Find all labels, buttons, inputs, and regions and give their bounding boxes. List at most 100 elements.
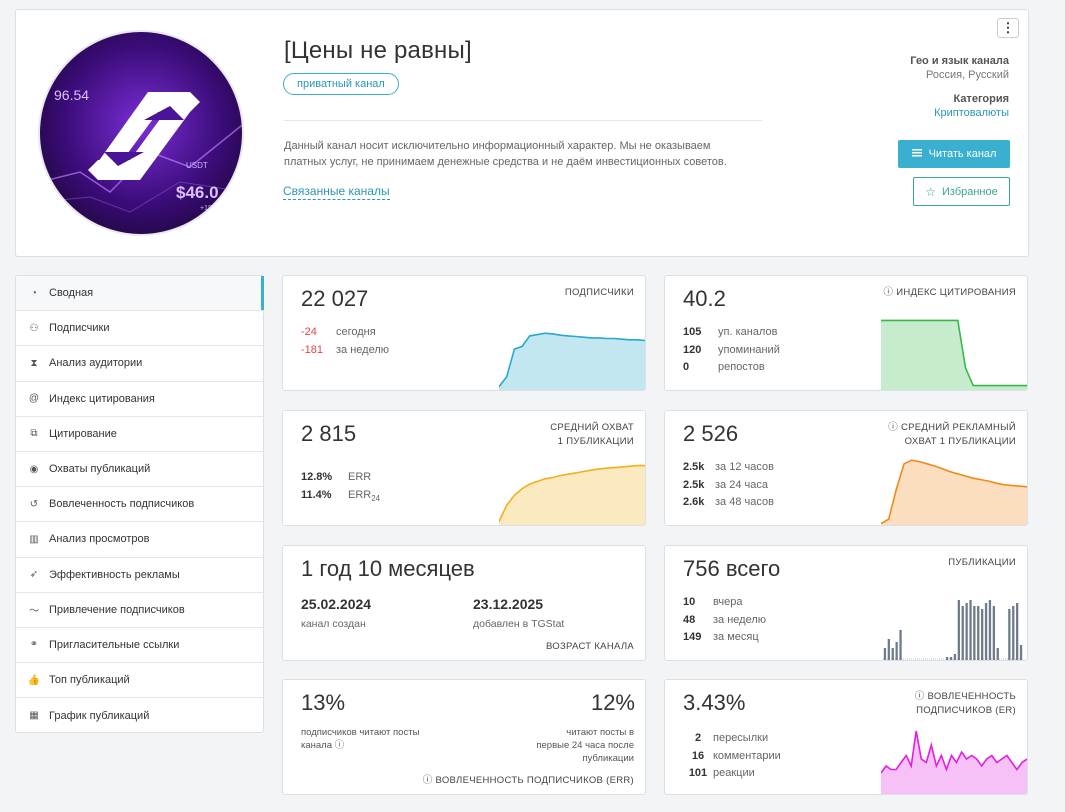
list-icon — [911, 148, 922, 160]
publication-bar — [887, 639, 890, 660]
citation-rows: 105 уп. каналов 120 упоминаний 0 репостов — [683, 324, 780, 377]
sparkline-area — [499, 465, 645, 525]
sidebar-item[interactable]: ▦ График публикаций — [16, 698, 263, 733]
users-icon: ⚇ — [29, 322, 39, 334]
avg-reach-sparkline — [499, 464, 645, 525]
publication-bar — [899, 630, 902, 660]
row-value: 2.6k — [683, 496, 705, 508]
more-options-button[interactable]: ⋮ — [997, 18, 1019, 38]
err-card[interactable]: 13% 12% подписчиков читают посты канала … — [282, 679, 646, 795]
publication-bar — [969, 600, 972, 660]
sidebar-item[interactable]: ↺ Вовлеченность подписчиков — [16, 487, 263, 523]
publication-bar — [1019, 645, 1023, 660]
publication-bar — [946, 657, 949, 660]
publication-bar — [973, 606, 976, 660]
avatar-text: 96.54 — [54, 87, 89, 103]
sidebar-item[interactable]: ▥ Анализ просмотров — [16, 522, 263, 558]
change-label: за неделю — [336, 343, 390, 356]
subscribers-card[interactable]: 22 027 ПОДПИСЧИКИ -24 сегодня -181 за неде… — [282, 275, 646, 391]
publication-bar — [895, 642, 898, 660]
sidebar-item[interactable]: ⚭ Пригласительные ссылки — [16, 628, 263, 664]
citation-sparkline — [881, 319, 1027, 390]
row-label: реакции — [713, 767, 755, 779]
favorite-button[interactable]: ☆ Избранное — [913, 177, 1010, 206]
channel-title: [Цены не равны] — [284, 37, 472, 64]
read-channel-button[interactable]: Читать канал — [898, 140, 1010, 168]
category-link[interactable]: Криптовалюты — [934, 107, 1009, 119]
er-label: ⓘ ВОВЛЕЧЕННОСТЬ ПОДПИСЧИКОВ (ER) — [915, 690, 1016, 718]
channel-avatar: 96.54 $46.0 USDT +18.6% — [38, 30, 244, 236]
label-line: СРЕДНИЙ РЕКЛАМНЫЙ — [900, 422, 1016, 433]
err-value: 12.8% — [301, 471, 333, 483]
err24-value: 11.4% — [301, 488, 332, 501]
label-line: ПОДПИСЧИКОВ (ER) — [916, 705, 1016, 716]
sidebar-item[interactable]: ➶ Эффективность рекламы — [16, 558, 263, 593]
avatar-text: +18.6% — [200, 205, 224, 212]
err-left-text: подписчиков читают посты канала ⓘ — [301, 726, 431, 752]
ad-reach-value: 2 526 — [683, 421, 739, 446]
row-label: упоминаний — [718, 343, 780, 356]
sidebar-item[interactable]: ⧉ Цитирование — [16, 417, 263, 452]
created-date: 25.02.2024 — [301, 596, 372, 612]
row-value: 0 — [683, 361, 690, 373]
publication-bar — [1016, 603, 1019, 660]
label-line: ВОВЛЕЧЕННОСТЬ — [927, 691, 1016, 702]
citation-label-text: ИНДЕКС ЦИТИРОВАНИЯ — [896, 287, 1016, 298]
added-label: добавлен в TGStat — [473, 618, 565, 630]
avg-reach-label: СРЕДНИЙ ОХВАТ 1 ПУБЛИКАЦИИ — [550, 421, 634, 449]
sidebar-item[interactable]: ⚇ Подписчики — [16, 311, 263, 347]
row-label: за 48 часов — [715, 496, 774, 508]
change-value: -24 — [301, 326, 317, 338]
star-icon: ☆ — [925, 184, 936, 199]
subscribers-label: ПОДПИСЧИКИ — [564, 287, 634, 298]
sidebar-item[interactable]: 〜 Привлечение подписчиков — [16, 593, 263, 628]
hourglass-icon: ⧗ — [30, 357, 38, 369]
avg-reach-card[interactable]: 2 815 СРЕДНИЙ ОХВАТ 1 ПУБЛИКАЦИИ 12.8% ERR… — [282, 410, 646, 526]
sparkline-line — [881, 730, 1027, 774]
sidebar-item-label: Подписчики — [49, 322, 110, 335]
row-label: комментарии — [713, 749, 781, 762]
subscribers-changes: -24 сегодня -181 за неделю — [301, 324, 389, 359]
sidebar-item-label: Анализ просмотров — [49, 533, 150, 546]
err-label-text: ВОВЛЕЧЕННОСТЬ ПОДПИСЧИКОВ (ERR) — [435, 775, 634, 786]
err-right-value: 12% — [590, 690, 635, 715]
sparkline-line — [881, 319, 1027, 387]
sidebar-item[interactable]: @ Индекс цитирования — [16, 382, 263, 417]
sidebar-item-label: Эффективность рекламы — [49, 568, 180, 581]
private-channel-badge: приватный канал — [283, 73, 399, 95]
sidebar-item-label: Сводная — [49, 287, 94, 300]
sparkline-area — [881, 320, 1027, 390]
geo-label: Гео и язык канала — [910, 55, 1009, 67]
row-value: 2.5k — [683, 478, 705, 491]
publications-rows: 10 вчера 48 за неделю 149 за месяц — [683, 594, 766, 647]
info-icon: ⓘ — [888, 422, 901, 433]
er-rows: 2 пересылки 16 комментарии 101 реакции — [683, 730, 781, 783]
sidebar-item[interactable]: ⧗ Анализ аудитории — [16, 346, 263, 382]
channel-age-label: ВОЗРАСТ КАНАЛА — [545, 641, 634, 652]
row-value: 10 — [683, 596, 696, 608]
row-value: 101 — [688, 767, 708, 779]
citation-card[interactable]: 40.2 ⓘ ИНДЕКС ЦИТИРОВАНИЯ 105 уп. каналов… — [664, 275, 1028, 391]
sidebar-item[interactable]: ◉ Охваты публикаций — [16, 452, 263, 488]
ad-reach-card[interactable]: 2 526 ⓘ СРЕДНИЙ РЕКЛАМНЫЙ ОХВАТ 1 ПУБЛИКА… — [664, 410, 1028, 526]
trend-icon: 〜 — [29, 606, 39, 618]
related-channels-link[interactable]: Связанные каналы — [283, 184, 390, 200]
channel-age-card[interactable]: 1 год 10 месяцев 25.02.2024 канал создан… — [282, 545, 646, 661]
publication-bar — [996, 648, 999, 660]
sidebar-item[interactable]: ◔ Сводная — [16, 276, 264, 312]
err-label: ERR — [348, 471, 372, 483]
added-date: 23.12.2025 — [473, 596, 544, 612]
publications-card[interactable]: 756 всего ПУБЛИКАЦИИ 10 вчера 48 за неделю… — [664, 545, 1028, 661]
publication-bar — [1008, 609, 1011, 660]
publication-bar — [965, 603, 968, 660]
sidebar-item[interactable]: 👍 Топ публикаций — [16, 663, 263, 699]
ad-reach-sparkline — [881, 459, 1027, 525]
publication-bar — [984, 603, 988, 660]
err-rows: 12.8% ERR 11.4% ERR24 — [301, 469, 380, 507]
citation-label: ⓘ ИНДЕКС ЦИТИРОВАНИЯ — [884, 286, 1016, 300]
publication-bar — [953, 654, 957, 660]
err24-subscript: 24 — [371, 493, 381, 503]
publication-bar — [891, 648, 894, 660]
row-label: за месяц — [713, 631, 759, 643]
